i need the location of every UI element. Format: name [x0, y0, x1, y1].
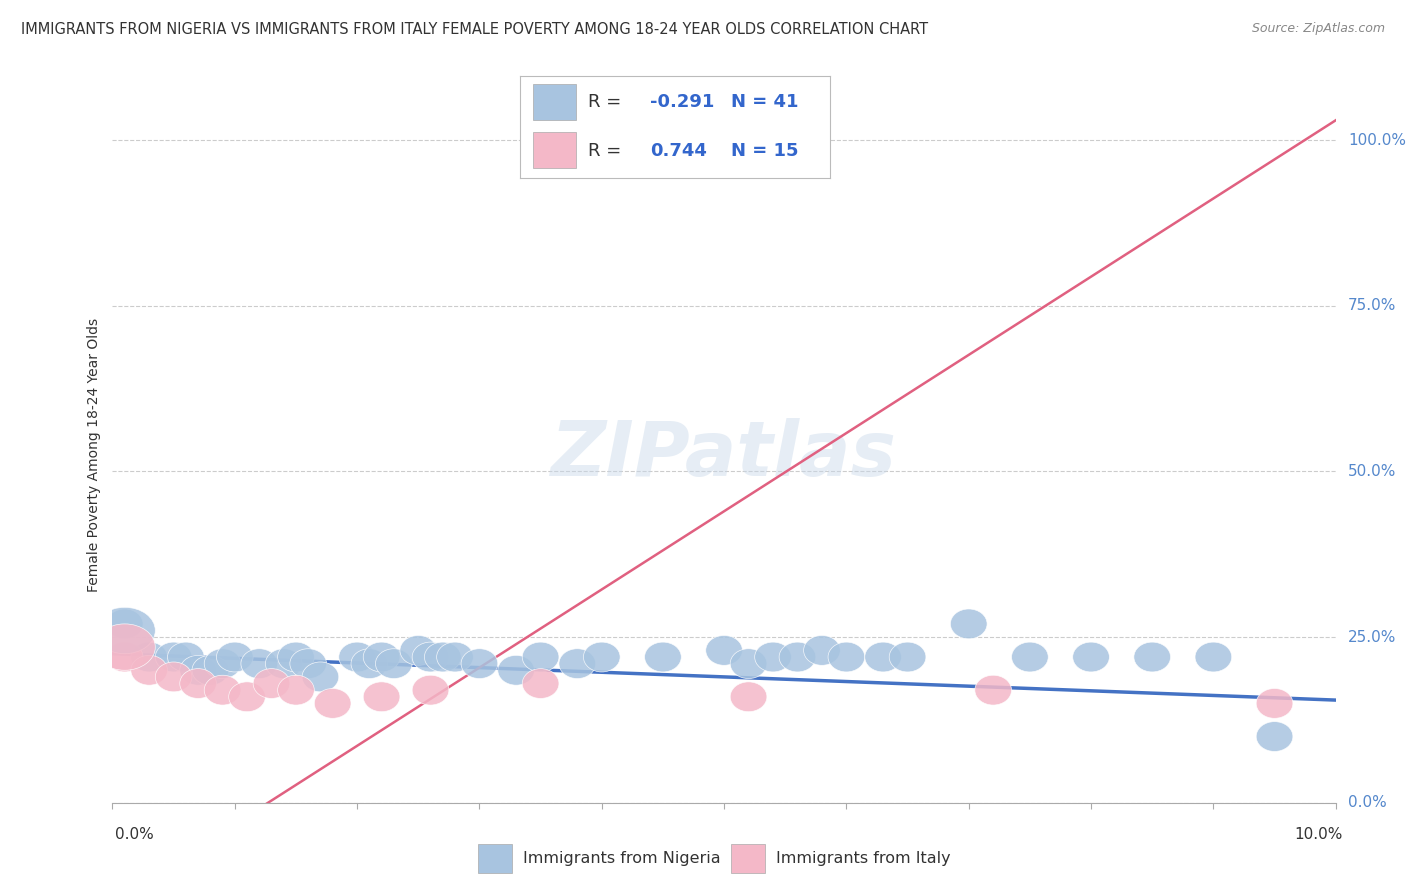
- Ellipse shape: [277, 675, 315, 705]
- Ellipse shape: [399, 635, 437, 665]
- Text: Immigrants from Nigeria: Immigrants from Nigeria: [523, 851, 721, 866]
- Ellipse shape: [1256, 689, 1294, 718]
- Ellipse shape: [94, 624, 155, 670]
- Ellipse shape: [522, 642, 560, 672]
- Y-axis label: Female Poverty Among 18-24 Year Olds: Female Poverty Among 18-24 Year Olds: [87, 318, 101, 592]
- Ellipse shape: [277, 642, 315, 672]
- Ellipse shape: [828, 642, 865, 672]
- Text: 10.0%: 10.0%: [1295, 827, 1343, 841]
- Ellipse shape: [1133, 642, 1171, 672]
- Ellipse shape: [180, 656, 217, 685]
- Ellipse shape: [107, 609, 143, 639]
- Ellipse shape: [522, 669, 560, 698]
- Ellipse shape: [204, 648, 240, 679]
- Ellipse shape: [889, 642, 927, 672]
- Ellipse shape: [167, 642, 204, 672]
- Ellipse shape: [412, 642, 449, 672]
- Text: -0.291: -0.291: [650, 93, 714, 111]
- Ellipse shape: [950, 609, 987, 639]
- Ellipse shape: [425, 642, 461, 672]
- Ellipse shape: [375, 648, 412, 679]
- Ellipse shape: [1256, 722, 1294, 751]
- Ellipse shape: [560, 648, 596, 679]
- Ellipse shape: [240, 648, 277, 679]
- Text: N = 41: N = 41: [731, 93, 799, 111]
- Text: IMMIGRANTS FROM NIGERIA VS IMMIGRANTS FROM ITALY FEMALE POVERTY AMONG 18-24 YEAR: IMMIGRANTS FROM NIGERIA VS IMMIGRANTS FR…: [21, 22, 928, 37]
- Ellipse shape: [107, 642, 143, 672]
- Ellipse shape: [315, 689, 352, 718]
- Text: Immigrants from Italy: Immigrants from Italy: [776, 851, 950, 866]
- Text: 0.0%: 0.0%: [1348, 796, 1386, 810]
- Ellipse shape: [865, 642, 901, 672]
- Ellipse shape: [583, 642, 620, 672]
- Ellipse shape: [779, 642, 815, 672]
- Ellipse shape: [644, 642, 682, 672]
- Ellipse shape: [804, 635, 841, 665]
- Ellipse shape: [180, 669, 217, 698]
- Ellipse shape: [730, 681, 766, 712]
- Ellipse shape: [217, 642, 253, 672]
- Ellipse shape: [437, 642, 474, 672]
- Text: 0.0%: 0.0%: [115, 827, 155, 841]
- Ellipse shape: [131, 642, 167, 672]
- Text: N = 15: N = 15: [731, 142, 799, 160]
- FancyBboxPatch shape: [478, 844, 512, 873]
- Text: 75.0%: 75.0%: [1348, 298, 1396, 313]
- Ellipse shape: [131, 656, 167, 685]
- Ellipse shape: [498, 656, 534, 685]
- Ellipse shape: [253, 669, 290, 698]
- Ellipse shape: [339, 642, 375, 672]
- Ellipse shape: [266, 648, 302, 679]
- Text: 100.0%: 100.0%: [1348, 133, 1406, 148]
- Text: R =: R =: [588, 142, 627, 160]
- Ellipse shape: [461, 648, 498, 679]
- Text: Source: ZipAtlas.com: Source: ZipAtlas.com: [1251, 22, 1385, 36]
- Ellipse shape: [352, 648, 388, 679]
- Text: 50.0%: 50.0%: [1348, 464, 1396, 479]
- Ellipse shape: [193, 656, 229, 685]
- FancyBboxPatch shape: [533, 132, 576, 168]
- Ellipse shape: [755, 642, 792, 672]
- Text: R =: R =: [588, 93, 627, 111]
- Ellipse shape: [229, 681, 266, 712]
- FancyBboxPatch shape: [533, 84, 576, 120]
- Ellipse shape: [706, 635, 742, 665]
- Ellipse shape: [363, 642, 399, 672]
- Ellipse shape: [302, 662, 339, 692]
- Ellipse shape: [974, 675, 1011, 705]
- Ellipse shape: [290, 648, 326, 679]
- FancyBboxPatch shape: [731, 844, 765, 873]
- Ellipse shape: [1195, 642, 1232, 672]
- Ellipse shape: [204, 675, 240, 705]
- Text: 0.744: 0.744: [650, 142, 707, 160]
- Ellipse shape: [155, 642, 193, 672]
- Text: ZIPatlas: ZIPatlas: [551, 418, 897, 491]
- Ellipse shape: [1073, 642, 1109, 672]
- Ellipse shape: [363, 681, 399, 712]
- Ellipse shape: [155, 662, 193, 692]
- Ellipse shape: [94, 607, 155, 654]
- Text: 25.0%: 25.0%: [1348, 630, 1396, 645]
- Ellipse shape: [730, 648, 766, 679]
- Ellipse shape: [1011, 642, 1049, 672]
- Ellipse shape: [412, 675, 449, 705]
